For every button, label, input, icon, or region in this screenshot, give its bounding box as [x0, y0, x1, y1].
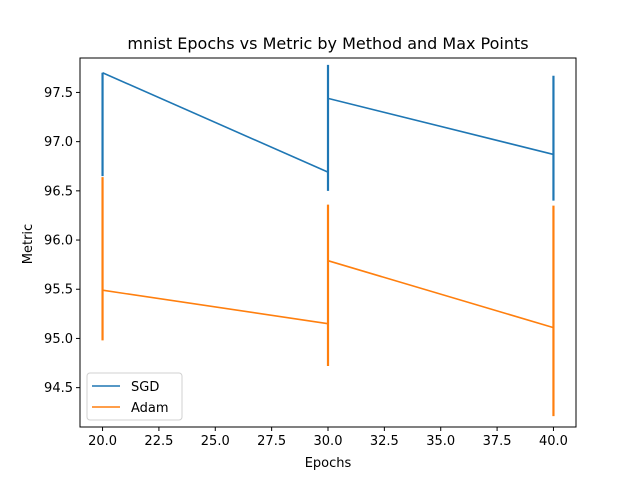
line-segment-adam-3 [327, 259, 554, 329]
x-tick-label: 37.5 [483, 434, 512, 449]
legend: SGD Adam [86, 372, 183, 421]
legend-label-adam: Adam [131, 401, 169, 416]
y-tick-label: 94.5 [44, 381, 73, 396]
x-tick-label: 35.0 [426, 434, 455, 449]
x-tick-label: 20.0 [88, 434, 117, 449]
x-tick-label: 25.0 [201, 434, 230, 449]
y-axis-label: Metric [21, 224, 36, 264]
legend-label-sgd: SGD [131, 380, 159, 395]
y-tick-label: 95.0 [44, 332, 73, 347]
line-segment-sgd-1 [327, 97, 554, 156]
y-tick-label: 96.5 [44, 184, 73, 199]
x-tick-label: 40.0 [539, 434, 568, 449]
x-tick-label: 27.5 [257, 434, 286, 449]
chart-title: mnist Epochs vs Metric by Method and Max… [127, 34, 528, 53]
x-tick-label: 32.5 [370, 434, 399, 449]
line-segment-sgd-0 [102, 72, 329, 173]
x-tick-label: 30.0 [314, 434, 343, 449]
y-tick-label: 96.0 [44, 234, 73, 249]
line-segment-adam-2 [102, 289, 329, 325]
y-tick-label: 95.5 [44, 283, 73, 298]
x-axis-label: Epochs [305, 456, 352, 471]
y-tick-label: 97.5 [44, 86, 73, 101]
x-tick-label: 22.5 [144, 434, 173, 449]
y-tick-label: 97.0 [44, 135, 73, 150]
legend-box [86, 372, 183, 421]
